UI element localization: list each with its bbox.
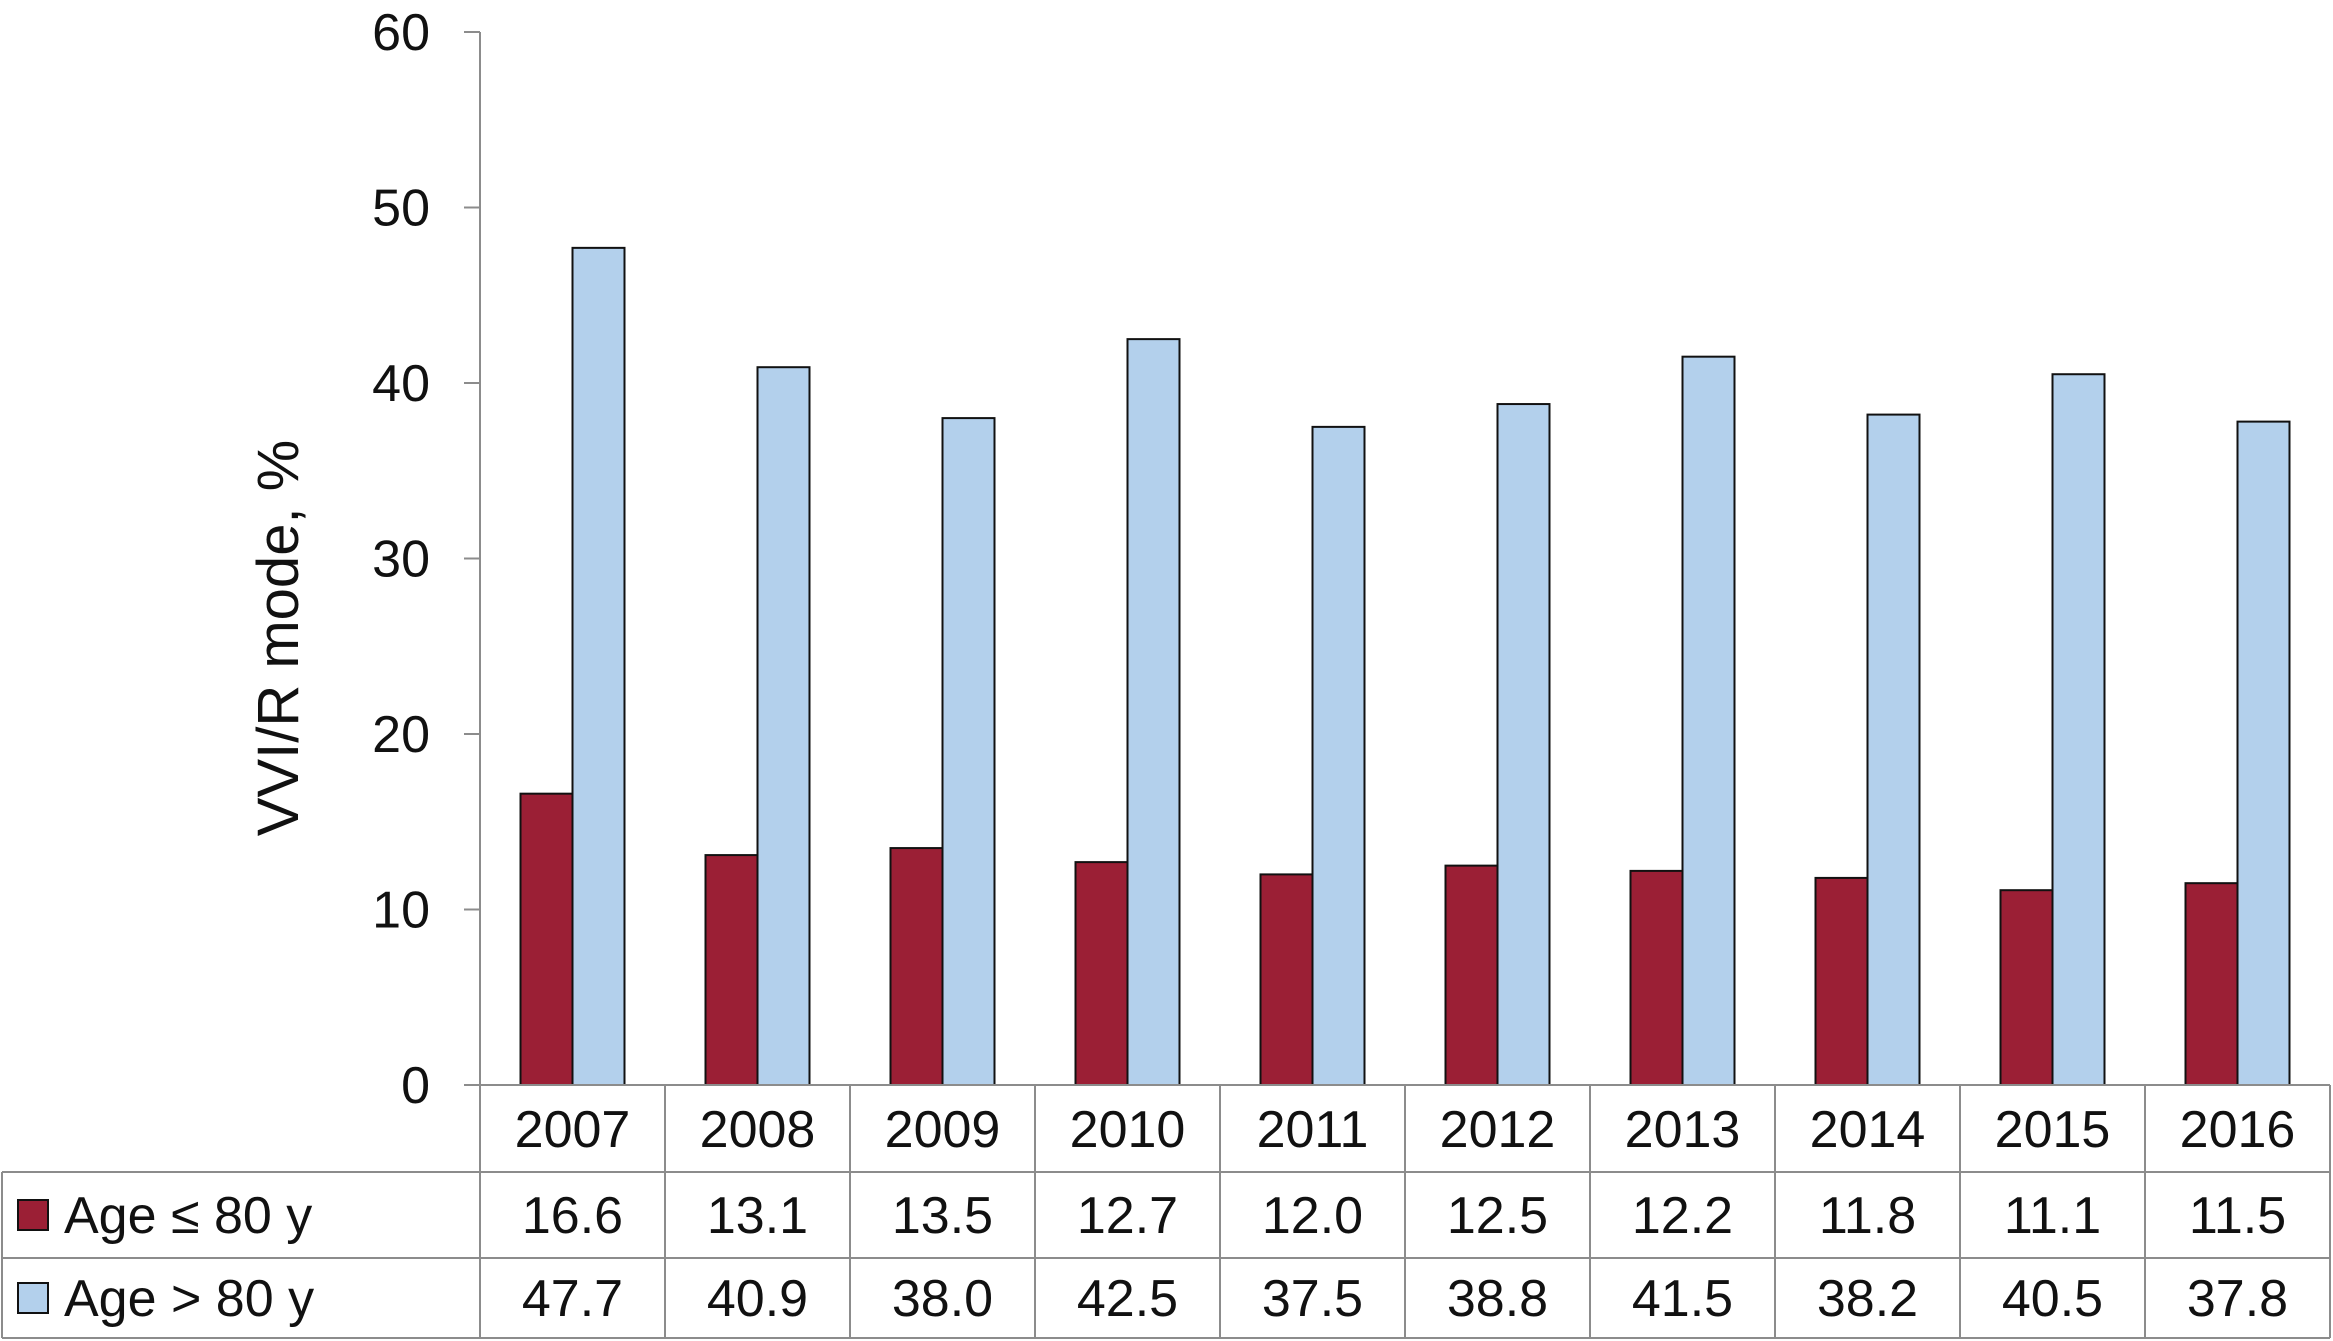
data-label: 37.5 (1262, 1270, 1363, 1328)
bar-age-le-80-2007 (519, 792, 574, 1086)
y-tick-label: 50 (372, 180, 430, 238)
data-label: 47.7 (522, 1270, 623, 1328)
x-tick-label: 2014 (1810, 1101, 1926, 1159)
data-label: 16.6 (522, 1187, 623, 1245)
legend-swatch (17, 1282, 49, 1314)
data-label: 12.0 (1262, 1187, 1363, 1245)
bar-age-gt-80-2010 (1126, 338, 1181, 1086)
data-label: 11.1 (2004, 1187, 2101, 1245)
y-tick-label: 30 (372, 531, 430, 589)
bar-age-gt-80-2012 (1496, 403, 1551, 1086)
x-tick-label: 2012 (1440, 1101, 1556, 1159)
y-axis-title: VVI/R mode, % (246, 440, 311, 836)
y-tick-label: 40 (372, 355, 430, 413)
bar-age-le-80-2012 (1444, 864, 1499, 1086)
bar-age-gt-80-2016 (2236, 420, 2291, 1086)
data-label: 12.2 (1632, 1187, 1733, 1245)
bar-age-gt-80-2007 (571, 246, 626, 1087)
bar-age-le-80-2010 (1074, 861, 1129, 1086)
data-label: 42.5 (1077, 1270, 1178, 1328)
x-tick-label: 2013 (1625, 1101, 1741, 1159)
data-label: 38.0 (892, 1270, 993, 1328)
bar-age-le-80-2011 (1259, 873, 1314, 1087)
bar-age-gt-80-2011 (1311, 425, 1366, 1086)
x-tick-label: 2011 (1257, 1101, 1369, 1159)
bar-age-gt-80-2009 (941, 417, 996, 1087)
data-label: 38.2 (1817, 1270, 1918, 1328)
legend-label: Age ≤ 80 y (64, 1187, 312, 1245)
data-table: 2007 2008 2009 2010 2011 2012 2013 2014 2015 2016… (1, 1084, 2331, 1339)
legend-label: Age > 80 y (64, 1270, 314, 1328)
data-label: 40.9 (707, 1270, 808, 1328)
bar-age-le-80-2013 (1629, 869, 1684, 1087)
data-label: 11.8 (1819, 1187, 1916, 1245)
bar-age-gt-80-2008 (756, 366, 811, 1086)
data-label: 38.8 (1447, 1270, 1548, 1328)
y-tick-label: 10 (372, 882, 430, 940)
data-label: 40.5 (2002, 1270, 2103, 1328)
bar-age-le-80-2014 (1814, 876, 1869, 1086)
data-label: 37.8 (2187, 1270, 2288, 1328)
bar-age-le-80-2008 (704, 854, 759, 1086)
y-tick-label: 20 (372, 706, 430, 764)
data-label: 11.5 (2189, 1187, 2286, 1245)
x-tick-label: 2010 (1070, 1101, 1186, 1159)
x-tick-label: 2015 (1995, 1101, 2111, 1159)
bars (519, 246, 2291, 1087)
y-axis: 0 10 20 30 40 50 60 (372, 4, 481, 1115)
x-tick-label: 2009 (885, 1101, 1001, 1159)
bar-age-le-80-2009 (889, 847, 944, 1087)
y-tick-label: 60 (372, 4, 430, 62)
x-tick-label: 2016 (2180, 1101, 2296, 1159)
x-tick-label: 2007 (515, 1101, 631, 1159)
bar-age-gt-80-2015 (2051, 373, 2106, 1087)
bar-age-gt-80-2013 (1681, 355, 1736, 1086)
data-label: 41.5 (1632, 1270, 1733, 1328)
data-label: 13.5 (892, 1187, 993, 1245)
bar-age-le-80-2015 (1999, 889, 2054, 1086)
legend-swatch (17, 1199, 49, 1231)
bar-age-le-80-2016 (2184, 882, 2239, 1086)
data-label: 12.5 (1447, 1187, 1548, 1245)
x-tick-label: 2008 (700, 1101, 816, 1159)
data-label: 13.1 (707, 1187, 808, 1245)
y-tick-label: 0 (401, 1057, 430, 1115)
data-label: 12.7 (1077, 1187, 1178, 1245)
bar-age-gt-80-2014 (1866, 413, 1921, 1086)
